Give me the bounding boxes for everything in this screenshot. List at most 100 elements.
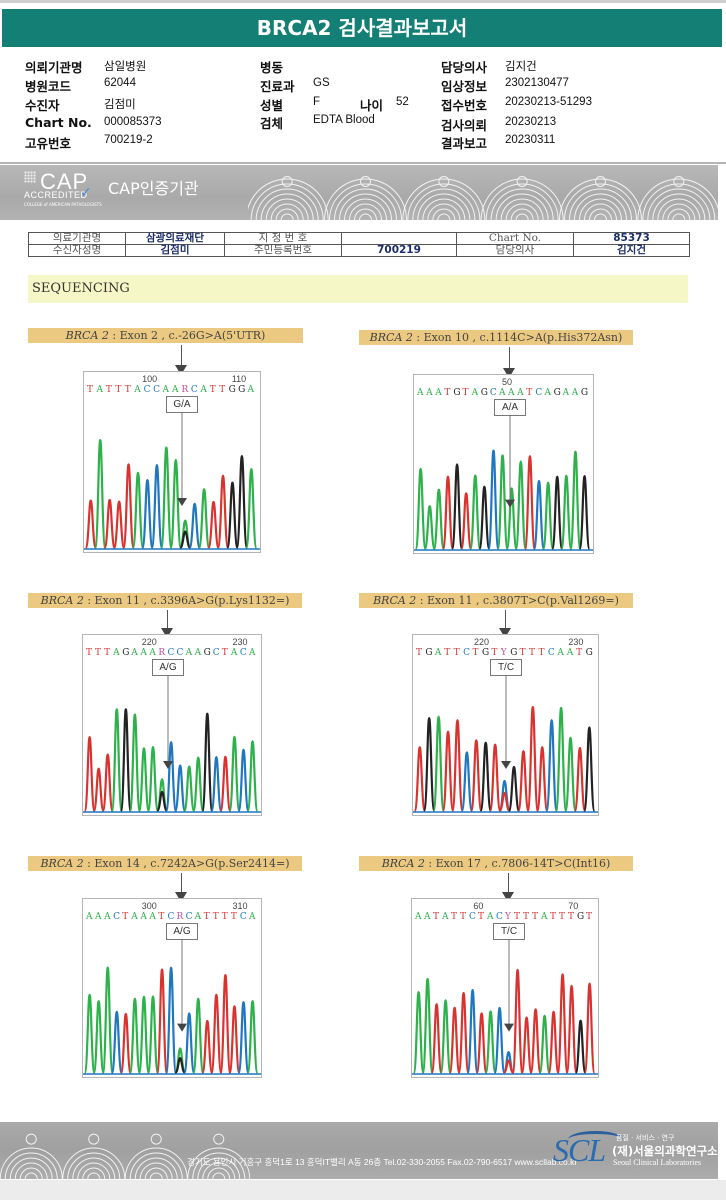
cell-value: 김지건 [573,244,690,257]
arrow-down-icon [175,892,187,902]
base-call: A [562,388,570,398]
trace-peak [432,488,445,551]
wave-arc [344,198,387,220]
trace-peak [517,750,530,813]
trace-peak [150,464,164,550]
base-call: T [550,912,556,922]
trace-peak [174,764,187,813]
base-call: T [491,648,497,658]
trace-peak [478,485,491,551]
wave-arc [144,1167,168,1179]
value-department: GS [313,77,330,89]
trace-peak [137,747,151,813]
arrow-down-icon [177,498,187,506]
trace-peak [488,743,502,813]
cell-label: 지 정 번 호 [224,232,342,245]
value-institution: 삼일병원 [104,61,147,73]
arrow-down-icon [504,1023,514,1032]
base-call: A [139,648,147,658]
trace-peak [507,765,521,813]
chromatogram: 100 110 T A T T T A C C A A R C A T T G G A G/A [83,371,261,553]
base-call: Y [500,648,508,658]
base-call: T [204,912,210,922]
trace-peak [511,968,524,1075]
wave-swirl [25,1133,37,1145]
wave-arc [9,1157,53,1179]
wave-arc [505,203,539,220]
wave-arc [4,1152,58,1179]
wave-arc [260,193,314,220]
cell-label: 담당의사 [456,244,574,257]
wave-arc [275,208,299,220]
label-age: 나이 [360,98,384,113]
base-call: A [185,648,193,658]
base-call: T [520,648,526,658]
genotype-call-box: A/G [166,923,198,940]
trace-peak [532,479,546,551]
report-title: BRCA2 검사결과보고서 [2,9,722,47]
base-call: T [532,912,538,922]
wave-arc [334,188,397,220]
arrow-down-icon [501,761,511,769]
trace-peak [414,467,427,551]
trace-peak [246,999,259,1075]
arrow-down-icon [502,892,514,902]
trace-peak [165,966,178,1075]
wave-arc [667,208,691,220]
base-call: A [434,388,442,398]
wave-arc [124,1147,188,1179]
trace-peak [560,474,573,551]
cap-grid-icon [24,171,36,183]
arrow-down-icon [177,1023,187,1032]
wave-arc [642,183,716,220]
chromatogram: 220 230 T T T A G A A A R C C A A G C T A C A A/G [82,634,262,816]
trace-peak [505,487,518,551]
trace-peak [237,1000,250,1075]
base-call: T [416,648,422,658]
position-tick-label: 100 [142,374,157,384]
trace-peak [179,530,192,550]
pointer-line [181,345,182,371]
base-call: A [139,912,147,922]
wave-arc [349,203,382,220]
wave-arc [149,1172,163,1179]
variant-label: BRCA 2 : Exon 14 , c.7242A>G(p.Ser2414=) [28,856,302,871]
table-row: 수신자성명 김점미 주민등록번호 700219 담당의사 김지건 [28,244,690,257]
trace-peak [569,450,582,551]
trace-peak [210,756,223,813]
chromatogram: 60 70 A A T A T T C T A C Y T T T A T T T G T T/C [411,898,599,1078]
wave-arc [134,1157,178,1179]
position-tick-label: 230 [568,637,583,647]
variant-label: BRCA 2 : Exon 10 , c.1114C>A(p.His372Asn… [359,330,633,345]
base-call: G [229,385,236,395]
cap-certified-text: CAP인증기관 [108,179,199,198]
wave-swirl [438,176,450,187]
variant-text: : Exon 11 , c.3807T>C(p.Val1269=) [416,594,619,607]
arrow-down-icon [161,628,173,638]
base-call: C [463,648,470,658]
wave-arc [657,198,701,220]
trace-peak [423,505,436,551]
base-call: T [444,388,450,398]
trace-peak [210,993,223,1075]
pointer-line [167,610,168,634]
base-call: R [177,912,184,922]
trace-peak [155,968,169,1075]
base-call: A [571,388,579,398]
value-sex: F [313,96,321,108]
base-call: G [554,388,561,398]
trace-peak [551,475,564,551]
base-call: A [199,385,207,395]
wave-swirl [673,176,685,187]
base-call: C [240,912,247,922]
base-call: A [112,648,120,658]
wave-arc [574,193,627,220]
base-call: T [586,912,592,922]
wave-swirl [281,176,293,187]
base-call: A [416,388,424,398]
base-call: A [171,385,179,395]
wave-arc [515,213,529,220]
cell-value: 김점미 [125,244,225,257]
label-receipt-no: 접수번호 [441,98,488,113]
